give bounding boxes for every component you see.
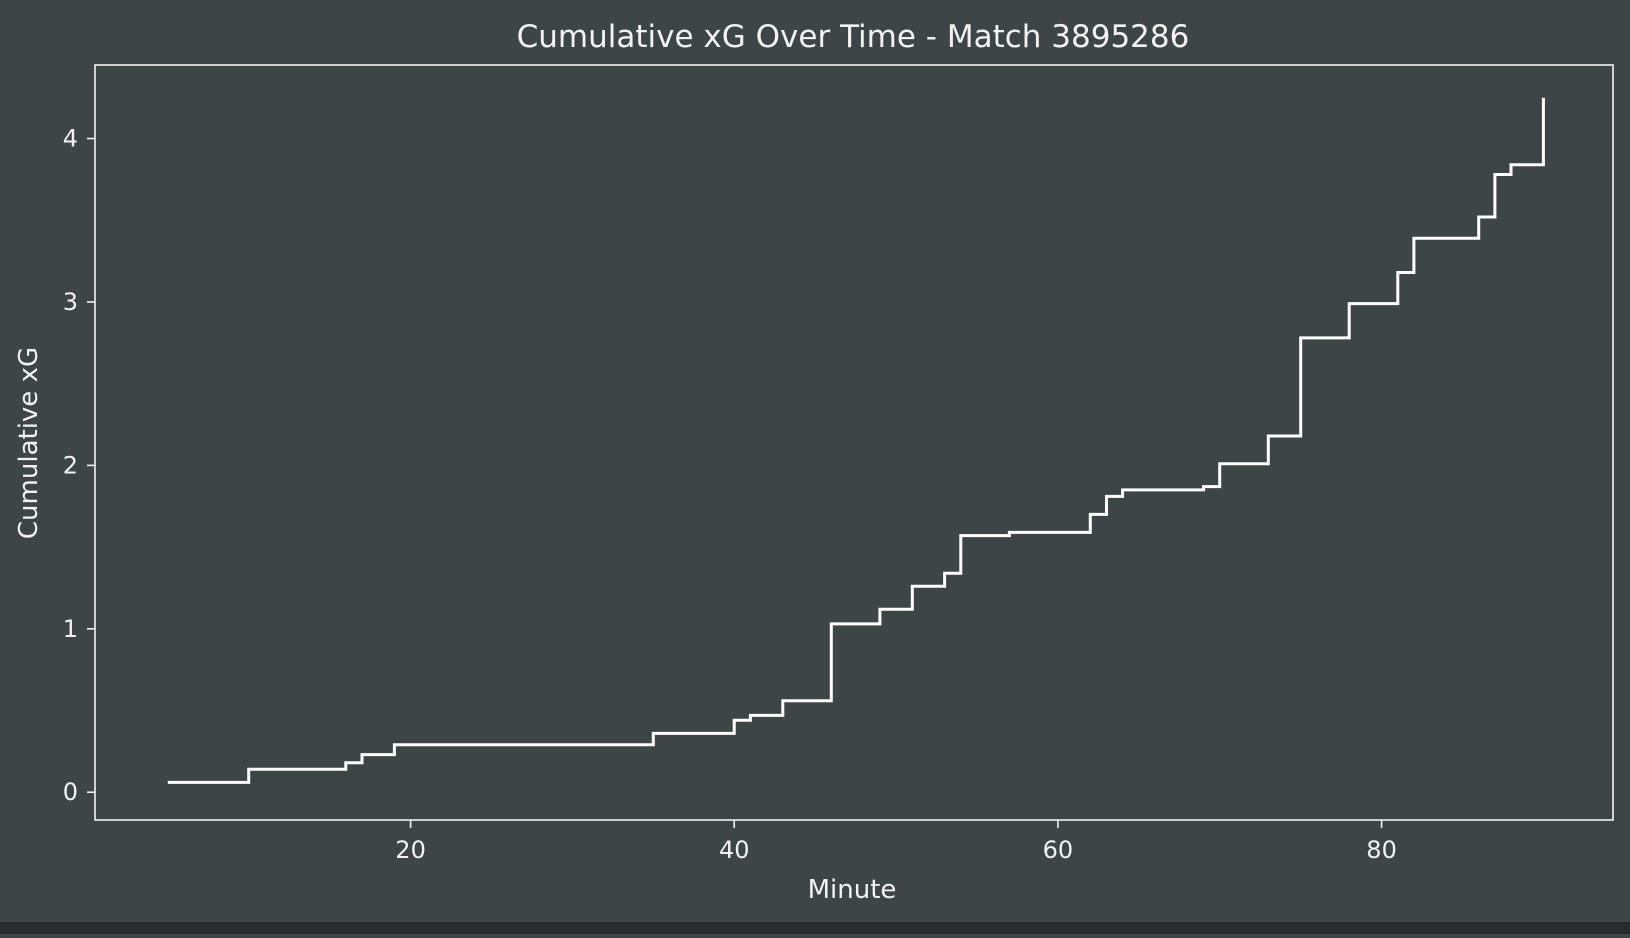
x-tick-label: 20 — [395, 836, 426, 864]
chart-title: Cumulative xG Over Time - Match 3895286 — [517, 19, 1190, 55]
x-axis-ticks: 20 40 60 80 — [395, 820, 1397, 864]
x-tick-label: 40 — [719, 836, 750, 864]
y-tick-label: 0 — [63, 778, 78, 806]
cumulative-xg-line — [167, 97, 1545, 784]
y-tick-label: 3 — [63, 288, 78, 316]
x-axis-label: Minute — [808, 875, 897, 905]
x-tick-label: 80 — [1366, 836, 1397, 864]
y-axis-label: Cumulative xG — [14, 347, 44, 539]
y-tick-label: 2 — [63, 451, 78, 479]
y-axis-ticks: 0 1 2 3 4 — [63, 125, 95, 806]
plot-frame — [94, 64, 1614, 821]
bottom-strip — [0, 922, 1630, 934]
y-tick-label: 1 — [63, 615, 78, 643]
x-tick-label: 60 — [1043, 836, 1074, 864]
y-tick-label: 4 — [63, 125, 78, 153]
